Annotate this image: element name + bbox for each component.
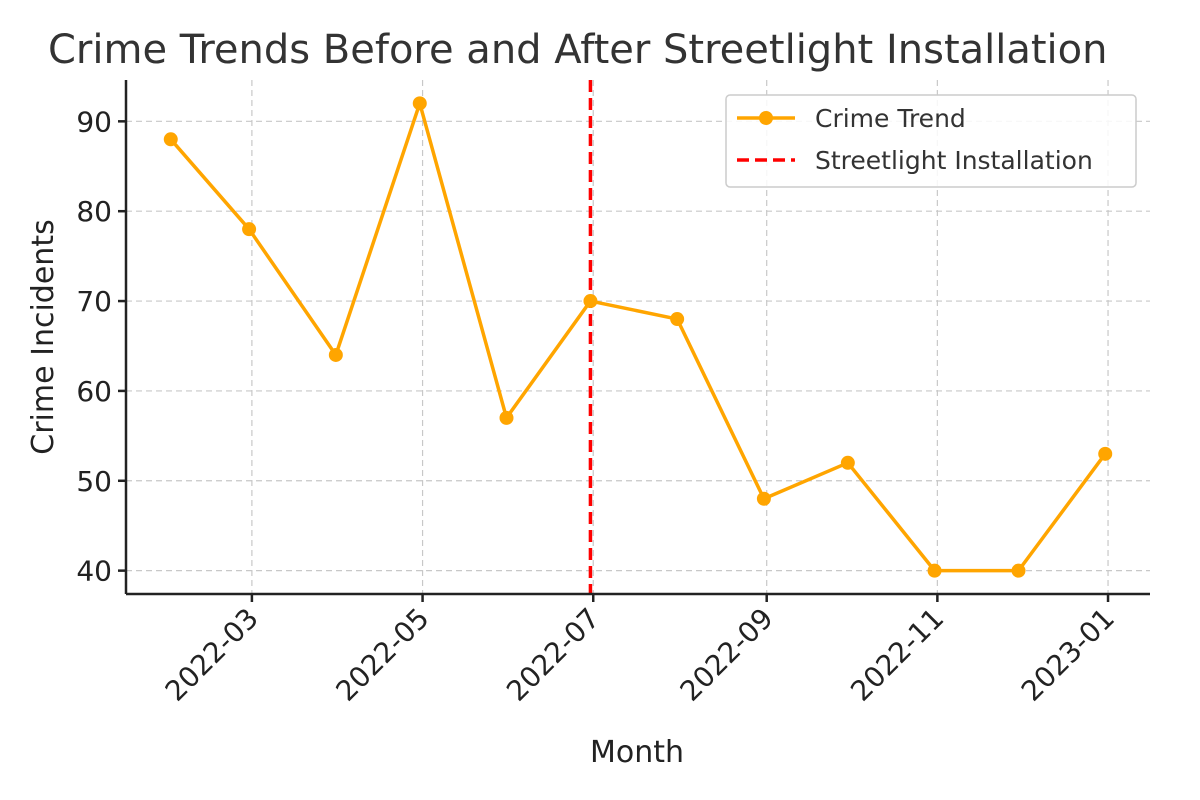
- x-axis-label: Month: [590, 735, 684, 770]
- y-tick-label: 80: [76, 195, 112, 228]
- x-tick-label: 2022-05: [329, 602, 435, 708]
- axes: [124, 80, 1150, 596]
- crime-trend-point: [242, 222, 257, 237]
- legend-streetlight-label: Streetlight Installation: [815, 146, 1093, 175]
- crime-trend-line: [169, 101, 1107, 573]
- x-tick-label: 2022-03: [159, 602, 265, 708]
- crime-trend-point: [670, 312, 685, 327]
- y-tick-label: 70: [76, 285, 112, 318]
- x-tick-label: 2022-11: [844, 602, 950, 708]
- crime-trend-point: [328, 347, 343, 362]
- y-tick-label: 50: [76, 465, 112, 498]
- x-tick-label: 2023-01: [1015, 602, 1121, 708]
- x-ticks: 2022-03 2022-05 2022-07 2022-09 2022-11 2023-…: [159, 594, 1121, 708]
- legend-crime-trend-label: Crime Trend: [815, 104, 966, 133]
- crime-trend-point: [1011, 563, 1026, 578]
- crime-trend-point: [1098, 446, 1113, 461]
- series-layer: [163, 96, 1113, 578]
- crime-trend-point: [412, 96, 427, 111]
- y-ticks: 40 50 60 70 80 90: [76, 105, 126, 588]
- crime-trend-point: [756, 491, 771, 506]
- x-tick-label: 2022-07: [500, 602, 606, 708]
- crime-trend-point: [499, 410, 514, 425]
- y-tick-label: 40: [76, 555, 112, 588]
- y-axis-label: Crime Incidents: [26, 219, 61, 454]
- y-tick-label: 60: [76, 375, 112, 408]
- legend-crime-trend-marker: [759, 111, 773, 125]
- x-tick-label: 2022-09: [674, 602, 780, 708]
- crime-trend-point: [163, 132, 178, 147]
- y-tick-label: 90: [76, 105, 112, 138]
- legend-frame: [725, 94, 1137, 188]
- crime-trend-point: [840, 455, 855, 470]
- crime-trend-point: [927, 563, 942, 578]
- crime-trend-point: [583, 294, 598, 309]
- chart-title: Crime Trends Before and After Streetligh…: [48, 27, 1108, 73]
- legend: Crime Trend Streetlight Installation: [725, 94, 1137, 188]
